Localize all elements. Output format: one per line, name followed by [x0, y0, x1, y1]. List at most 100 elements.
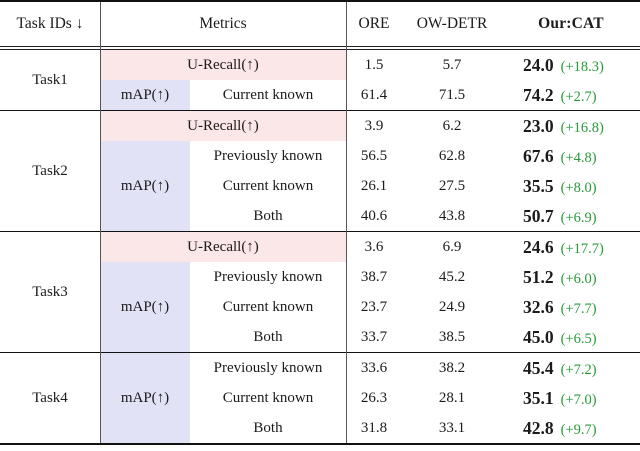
- ore-value: 26.1: [360, 177, 388, 194]
- our-delta: (+16.8): [560, 120, 604, 136]
- ore-value: 61.4: [360, 86, 388, 103]
- task3-section: Task3 U-Recall(↑) 3.6 6.9 24.6 (+17.7) m…: [0, 232, 640, 352]
- our-number: 50.7: [523, 206, 554, 226]
- u-recall-cell: U-Recall(↑): [100, 232, 346, 262]
- our-delta: (+6.5): [560, 331, 597, 347]
- header-task-ids: Task IDs ↓: [16, 15, 84, 32]
- ore-value: 40.6: [360, 207, 388, 224]
- metric-sublabel: Both: [253, 207, 283, 224]
- task-id: Task4: [32, 389, 68, 406]
- table-header: Task IDs ↓ Metrics ORE OW-DETR Our:CAT: [0, 2, 640, 46]
- our-cat-value: 35.1 (+7.0): [502, 383, 640, 413]
- our-cat-value: 45.0 (+6.5): [502, 322, 640, 352]
- ow-detr-value: 43.8: [438, 207, 466, 224]
- our-cat-value: 24.0 (+18.3): [502, 50, 640, 80]
- metric-sublabel: Previously known: [213, 268, 323, 285]
- section-rule: [0, 110, 640, 111]
- ore-value: 3.6: [364, 238, 384, 255]
- ore-value: 3.9: [364, 117, 384, 134]
- header-ow-detr: OW-DETR: [416, 15, 488, 32]
- our-number: 45.4: [523, 358, 554, 378]
- our-number: 45.0: [523, 327, 554, 347]
- u-recall-cell: U-Recall(↑): [100, 111, 346, 141]
- column-rule-left: [100, 2, 102, 443]
- our-number: 24.0: [523, 55, 554, 75]
- our-cat-value: 24.6 (+17.7): [502, 232, 640, 262]
- ow-detr-value: 24.9: [438, 298, 466, 315]
- our-cat-value: 32.6 (+7.7): [502, 292, 640, 322]
- our-cat-value: 67.6 (+4.8): [502, 141, 640, 171]
- ore-value: 33.7: [360, 328, 388, 345]
- our-cat-value: 45.4 (+7.2): [502, 353, 640, 383]
- our-number: 74.2: [523, 85, 554, 105]
- our-cat-value: 35.5 (+8.0): [502, 171, 640, 201]
- our-delta: (+6.9): [560, 210, 597, 226]
- ore-value: 38.7: [360, 268, 388, 285]
- map-cell: mAP(↑): [100, 141, 190, 231]
- metric-sublabel: Current known: [222, 298, 314, 315]
- metric-sublabel: Current known: [222, 86, 314, 103]
- metric-sublabel: Previously known: [213, 147, 323, 164]
- column-rule-right: [346, 2, 348, 443]
- task2-section: Task2 U-Recall(↑) 3.9 6.2 23.0 (+16.8) m…: [0, 111, 640, 231]
- ore-value: 31.8: [360, 419, 388, 436]
- ore-value: 23.7: [360, 298, 388, 315]
- metric-sublabel: Current known: [222, 389, 314, 406]
- task-id: Task3: [32, 283, 68, 300]
- our-number: 42.8: [523, 418, 554, 438]
- task-id: Task1: [32, 71, 68, 88]
- header-ore: ORE: [358, 15, 390, 32]
- ow-detr-value: 5.7: [442, 56, 462, 73]
- our-delta: (+7.2): [560, 362, 597, 378]
- metric-sublabel: Both: [253, 328, 283, 345]
- map-cell: mAP(↑): [100, 80, 190, 110]
- ow-detr-value: 27.5: [438, 177, 466, 194]
- task4-section: Task4 mAP(↑) Previously known 33.6 38.2 …: [0, 353, 640, 443]
- our-number: 24.6: [523, 237, 554, 257]
- our-cat-value: 50.7 (+6.9): [502, 201, 640, 231]
- our-delta: (+9.7): [560, 422, 597, 438]
- ow-detr-value: 38.2: [438, 359, 466, 376]
- ow-detr-value: 45.2: [438, 268, 466, 285]
- metric-sublabel: Previously known: [213, 359, 323, 376]
- our-number: 35.1: [523, 388, 554, 408]
- header-our-cat: Our:CAT: [538, 15, 604, 32]
- header-metrics: Metrics: [199, 15, 247, 32]
- map-cell: mAP(↑): [100, 353, 190, 443]
- our-delta: (+6.0): [560, 271, 597, 287]
- ow-detr-value: 71.5: [438, 86, 466, 103]
- metric-sublabel: Current known: [222, 177, 314, 194]
- our-cat-value: 51.2 (+6.0): [502, 262, 640, 292]
- our-number: 35.5: [523, 176, 554, 196]
- our-delta: (+7.7): [560, 301, 597, 317]
- ow-detr-value: 6.9: [442, 238, 462, 255]
- task1-section: Task1 U-Recall(↑) 1.5 5.7 24.0 (+18.3) m…: [0, 50, 640, 110]
- map-cell: mAP(↑): [100, 262, 190, 352]
- section-rule: [0, 231, 640, 232]
- metric-sublabel: Both: [253, 419, 283, 436]
- section-rule: [0, 352, 640, 353]
- ore-value: 26.3: [360, 389, 388, 406]
- our-delta: (+17.7): [560, 241, 604, 257]
- our-cat-value: 42.8 (+9.7): [502, 413, 640, 443]
- our-number: 32.6: [523, 297, 554, 317]
- ore-value: 33.6: [360, 359, 388, 376]
- our-delta: (+18.3): [560, 59, 604, 75]
- ow-detr-value: 38.5: [438, 328, 466, 345]
- our-cat-value: 74.2 (+2.7): [502, 80, 640, 110]
- u-recall-cell: U-Recall(↑): [100, 50, 346, 80]
- ow-detr-value: 33.1: [438, 419, 466, 436]
- ore-value: 56.5: [360, 147, 388, 164]
- our-cat-value: 23.0 (+16.8): [502, 111, 640, 141]
- our-delta: (+7.0): [560, 392, 597, 408]
- ore-value: 1.5: [364, 56, 384, 73]
- ow-detr-value: 62.8: [438, 147, 466, 164]
- our-number: 23.0: [523, 116, 554, 136]
- task-id: Task2: [32, 162, 68, 179]
- our-delta: (+4.8): [560, 150, 597, 166]
- header-double-rule: [0, 46, 640, 50]
- ow-detr-value: 28.1: [438, 389, 466, 406]
- our-delta: (+2.7): [560, 89, 597, 105]
- our-number: 67.6: [523, 146, 554, 166]
